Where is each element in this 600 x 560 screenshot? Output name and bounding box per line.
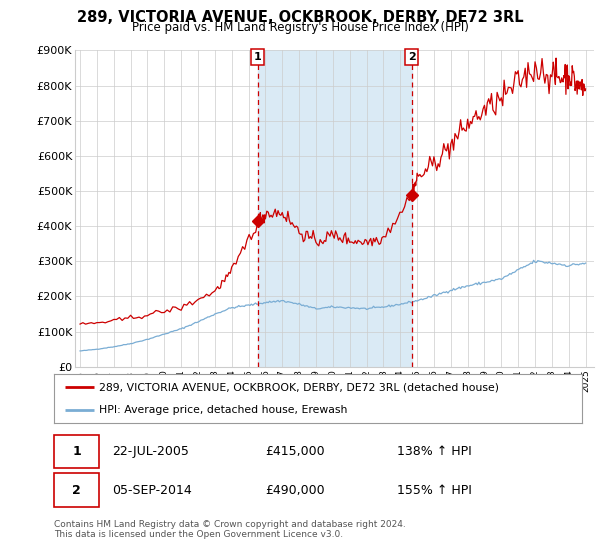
Text: 22-JUL-2005: 22-JUL-2005: [112, 445, 189, 459]
Text: 2: 2: [408, 52, 416, 62]
Text: 289, VICTORIA AVENUE, OCKBROOK, DERBY, DE72 3RL: 289, VICTORIA AVENUE, OCKBROOK, DERBY, D…: [77, 10, 523, 25]
Text: £415,000: £415,000: [265, 445, 325, 459]
FancyBboxPatch shape: [54, 435, 99, 469]
Text: Price paid vs. HM Land Registry's House Price Index (HPI): Price paid vs. HM Land Registry's House …: [131, 21, 469, 34]
FancyBboxPatch shape: [54, 473, 99, 507]
Text: 1: 1: [72, 445, 81, 459]
Text: £490,000: £490,000: [265, 483, 325, 497]
Bar: [258, 50, 412, 367]
Text: 155% ↑ HPI: 155% ↑ HPI: [397, 483, 472, 497]
Text: 2: 2: [72, 483, 81, 497]
Text: 05-SEP-2014: 05-SEP-2014: [112, 483, 192, 497]
Text: Contains HM Land Registry data © Crown copyright and database right 2024.
This d: Contains HM Land Registry data © Crown c…: [54, 520, 406, 539]
Text: HPI: Average price, detached house, Erewash: HPI: Average price, detached house, Erew…: [99, 405, 347, 416]
Text: 289, VICTORIA AVENUE, OCKBROOK, DERBY, DE72 3RL (detached house): 289, VICTORIA AVENUE, OCKBROOK, DERBY, D…: [99, 382, 499, 393]
Text: 1: 1: [254, 52, 262, 62]
Text: 138% ↑ HPI: 138% ↑ HPI: [397, 445, 472, 459]
